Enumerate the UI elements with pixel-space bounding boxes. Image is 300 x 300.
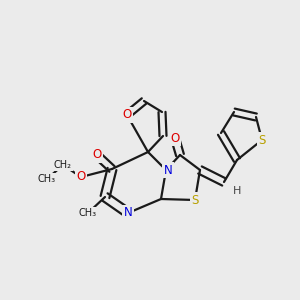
Text: O: O <box>76 170 85 184</box>
Text: O: O <box>122 109 132 122</box>
Text: N: N <box>164 164 172 176</box>
Text: CH₃: CH₃ <box>79 208 97 218</box>
Text: O: O <box>170 131 180 145</box>
Text: N: N <box>124 206 132 220</box>
Text: S: S <box>258 134 266 146</box>
Text: O: O <box>92 148 102 161</box>
Text: S: S <box>191 194 199 206</box>
Text: CH₃: CH₃ <box>38 174 56 184</box>
Text: H: H <box>233 186 241 196</box>
Text: CH₂: CH₂ <box>54 160 72 170</box>
